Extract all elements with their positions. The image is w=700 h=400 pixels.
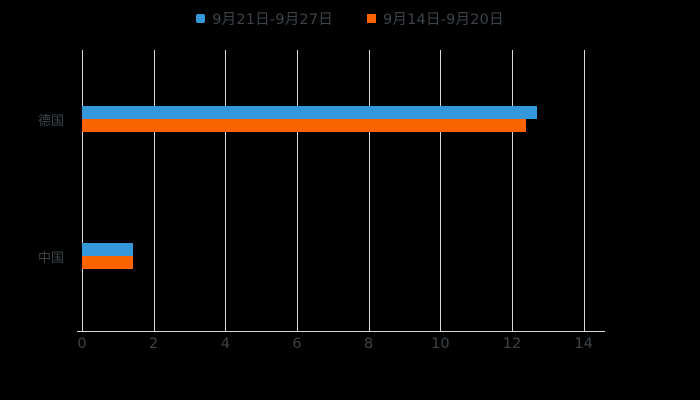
x-axis-line <box>77 331 605 332</box>
legend-label-series-2: 9月14日-9月20日 <box>383 11 504 28</box>
x-tick-label: 10 <box>431 336 450 352</box>
legend-marker-circle-icon <box>196 13 206 23</box>
plot-area: 德国 中国 <box>38 50 598 331</box>
gridline-x-12 <box>512 50 513 331</box>
x-tick-label: 14 <box>574 336 593 352</box>
y-category-label-text: 德国 <box>37 114 64 129</box>
x-tick-label: 0 <box>77 336 87 352</box>
legend-marker-square-icon <box>367 13 376 23</box>
gridline-x-14 <box>583 50 585 331</box>
x-tick-label: 2 <box>149 336 159 352</box>
legend-entry-series-2[interactable]: 9月14日-9月20日 <box>367 8 504 29</box>
bar-德国-series-1[interactable] <box>82 106 538 119</box>
gridline-x-4 <box>225 50 227 331</box>
gridline-x-8 <box>368 50 370 331</box>
chart-legend: 9月21日-9月27日 9月14日-9月20日 <box>0 6 700 30</box>
x-tick-label: 12 <box>502 336 522 352</box>
bar-德国-series-2[interactable] <box>82 119 527 132</box>
legend-entry-series-1[interactable]: 9月21日-9月27日 <box>196 8 333 29</box>
bar-中国-series-1[interactable] <box>82 243 133 256</box>
x-tick-label: 8 <box>364 336 374 352</box>
gridline-x-6 <box>297 50 298 331</box>
bar-中国-series-2[interactable] <box>82 256 133 269</box>
y-category-label-text: 中国 <box>37 251 64 266</box>
gridline-x-10 <box>440 50 442 331</box>
legend-label-series-1: 9月21日-9月27日 <box>212 11 333 28</box>
x-tick-label: 6 <box>292 336 302 352</box>
gridline-x-2 <box>153 50 155 331</box>
x-tick-label: 4 <box>220 336 230 352</box>
gridline-x-0 <box>82 50 83 331</box>
